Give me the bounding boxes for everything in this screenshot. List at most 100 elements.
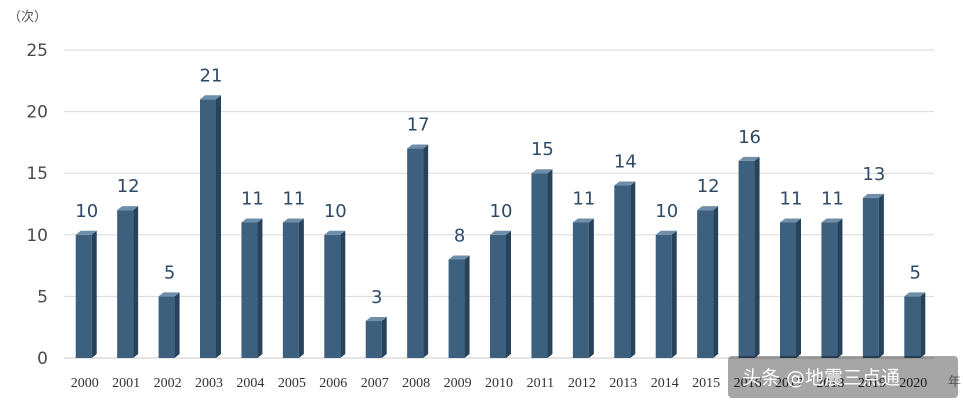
watermark: 头条 @地震三点通 <box>728 356 958 398</box>
bar <box>407 144 429 358</box>
data-label: 11 <box>780 188 803 209</box>
data-label: 14 <box>614 152 637 173</box>
bar-front <box>75 234 92 358</box>
x-tick-label: 2019 <box>858 376 886 391</box>
bar <box>282 218 304 358</box>
data-label: 10 <box>324 201 347 222</box>
bar-side <box>713 206 719 358</box>
bar-top <box>862 193 884 198</box>
data-label: 12 <box>697 176 720 197</box>
data-label: 11 <box>282 188 305 209</box>
y-tick-label: 10 <box>26 226 48 246</box>
bar-front <box>282 222 299 358</box>
bar-front <box>821 222 838 358</box>
bars <box>75 95 926 358</box>
bar <box>448 255 470 358</box>
bar <box>490 230 511 358</box>
x-tick-label: 2001 <box>112 376 140 391</box>
bar-side <box>837 218 843 358</box>
bar-top <box>490 230 511 235</box>
bar-side <box>588 218 594 358</box>
bar-front <box>324 234 341 358</box>
bar-side <box>216 95 221 358</box>
bar <box>200 95 221 358</box>
x-tick-label: 2000 <box>71 376 99 391</box>
bar-top <box>241 218 263 223</box>
bar-side <box>878 193 884 358</box>
x-tick-label: 2006 <box>319 376 347 391</box>
x-tick-label: 2017 <box>775 376 803 391</box>
data-label: 10 <box>655 201 678 222</box>
bar <box>117 206 139 358</box>
data-label: 21 <box>200 65 223 86</box>
bar-top <box>407 144 429 149</box>
bar-top <box>117 206 139 211</box>
x-axis-year-suffix: 年 <box>948 375 961 390</box>
data-label: 5 <box>164 262 175 283</box>
x-tick-label: 2020 <box>899 376 927 391</box>
y-tick-label: 20 <box>26 103 48 123</box>
bar-front <box>158 296 175 358</box>
bar-top <box>697 206 719 211</box>
bar-side <box>133 206 139 358</box>
bar-front <box>448 259 465 358</box>
x-axis-ticks: 2000 2001 2002 2003 2004 2005 2006 2007 2008 2009… <box>71 376 928 391</box>
x-tick-label: 2011 <box>527 376 554 391</box>
bar <box>904 292 926 358</box>
bar-front <box>365 321 382 358</box>
data-label: 11 <box>572 188 595 209</box>
bar <box>158 292 180 358</box>
x-tick-label: 2018 <box>816 376 844 391</box>
x-tick-label: 2009 <box>444 376 472 391</box>
x-tick-label: 2002 <box>154 376 182 391</box>
x-tick-label: 2016 <box>734 376 762 391</box>
data-label: 5 <box>910 262 921 283</box>
bar-front <box>738 160 755 358</box>
y-axis-unit-label: （次） <box>8 9 47 25</box>
bar <box>614 181 636 358</box>
bar-top <box>655 230 677 235</box>
bar <box>862 193 884 358</box>
bar-front <box>697 210 714 358</box>
bar-top <box>904 292 926 297</box>
bar-front <box>904 296 921 358</box>
bar-front <box>862 197 879 358</box>
bar <box>572 218 594 358</box>
bar-front <box>614 185 631 358</box>
bar-front <box>572 222 589 358</box>
data-label: 13 <box>862 164 885 185</box>
bar-top <box>821 218 843 223</box>
bar-side <box>754 156 760 358</box>
x-tick-label: 2014 <box>651 376 679 391</box>
bar-top <box>282 218 304 223</box>
bar-top <box>614 181 636 186</box>
bar <box>780 218 801 358</box>
bar-front <box>200 99 216 358</box>
bar-side <box>630 181 636 358</box>
bar-top <box>780 218 801 223</box>
bar-front <box>655 234 672 358</box>
y-axis-ticks: 0 5 10 15 20 25 <box>26 41 48 369</box>
bar-front <box>531 173 548 358</box>
bar-top <box>448 255 470 260</box>
bar-front <box>241 222 258 358</box>
bar <box>738 156 760 358</box>
x-tick-label: 2010 <box>485 376 513 391</box>
data-label: 17 <box>407 115 430 136</box>
bar-top <box>572 218 594 223</box>
bar <box>365 317 387 358</box>
bar <box>241 218 263 358</box>
bar-top <box>324 230 346 235</box>
data-label: 11 <box>821 188 844 209</box>
data-label: 10 <box>490 201 513 222</box>
data-label: 12 <box>117 176 140 197</box>
bar-top <box>365 317 387 322</box>
bar-side <box>464 255 470 358</box>
x-tick-label: 2003 <box>195 376 223 391</box>
bar <box>821 218 843 358</box>
x-tick-label: 2013 <box>609 376 637 391</box>
data-label: 15 <box>531 139 554 160</box>
bar <box>75 230 97 358</box>
bar <box>697 206 719 358</box>
